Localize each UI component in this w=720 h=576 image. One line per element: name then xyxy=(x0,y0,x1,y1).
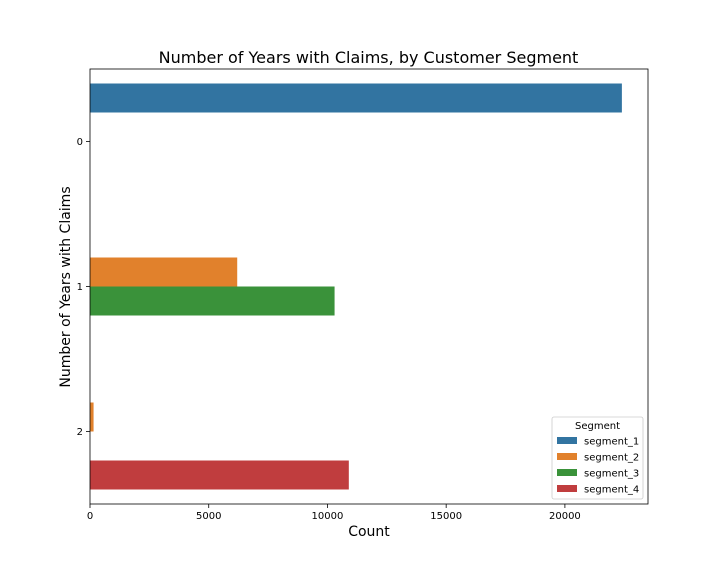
y-axis-label: Number of Years with Claims xyxy=(58,186,74,387)
x-tick-label: 0 xyxy=(87,511,93,522)
bar-segment_3-cat-1 xyxy=(90,286,335,316)
x-tick-label: 15000 xyxy=(430,511,462,522)
y-tick-label: 1 xyxy=(77,282,83,293)
bar-segment_4-cat-2 xyxy=(90,460,349,490)
bars xyxy=(90,83,622,490)
legend-swatch-segment_2 xyxy=(557,453,577,460)
x-tick-label: 5000 xyxy=(196,511,221,522)
chart-title: Number of Years with Claims, by Customer… xyxy=(159,48,579,67)
legend-label-segment_1: segment_1 xyxy=(584,437,639,448)
legend-swatch-segment_1 xyxy=(557,437,577,444)
x-tick-label: 10000 xyxy=(312,511,344,522)
legend: Segment segment_1segment_2segment_3segme… xyxy=(551,416,644,500)
y-tick-label: 0 xyxy=(77,137,83,148)
legend-label-segment_3: segment_3 xyxy=(584,469,639,480)
x-axis-ticks: 0 5000 10000 15000 20000 xyxy=(87,504,581,522)
y-axis-ticks: 0 1 2 xyxy=(77,137,90,438)
bar-segment_1-cat-0 xyxy=(90,83,622,113)
y-tick-label: 2 xyxy=(77,427,83,438)
legend-title: Segment xyxy=(575,421,620,432)
bar-segment_2-cat-2 xyxy=(90,402,94,432)
legend-label-segment_4: segment_4 xyxy=(584,485,639,496)
legend-swatch-segment_3 xyxy=(557,469,577,476)
x-axis-label: Count xyxy=(348,524,390,540)
legend-swatch-segment_4 xyxy=(557,485,577,492)
bar-segment_2-cat-1 xyxy=(90,257,238,287)
legend-items: segment_1 segment_2 segment_3 segment_4 xyxy=(557,437,639,496)
x-tick-label: 20000 xyxy=(549,511,581,522)
legend-label-segment_2: segment_2 xyxy=(584,453,639,464)
